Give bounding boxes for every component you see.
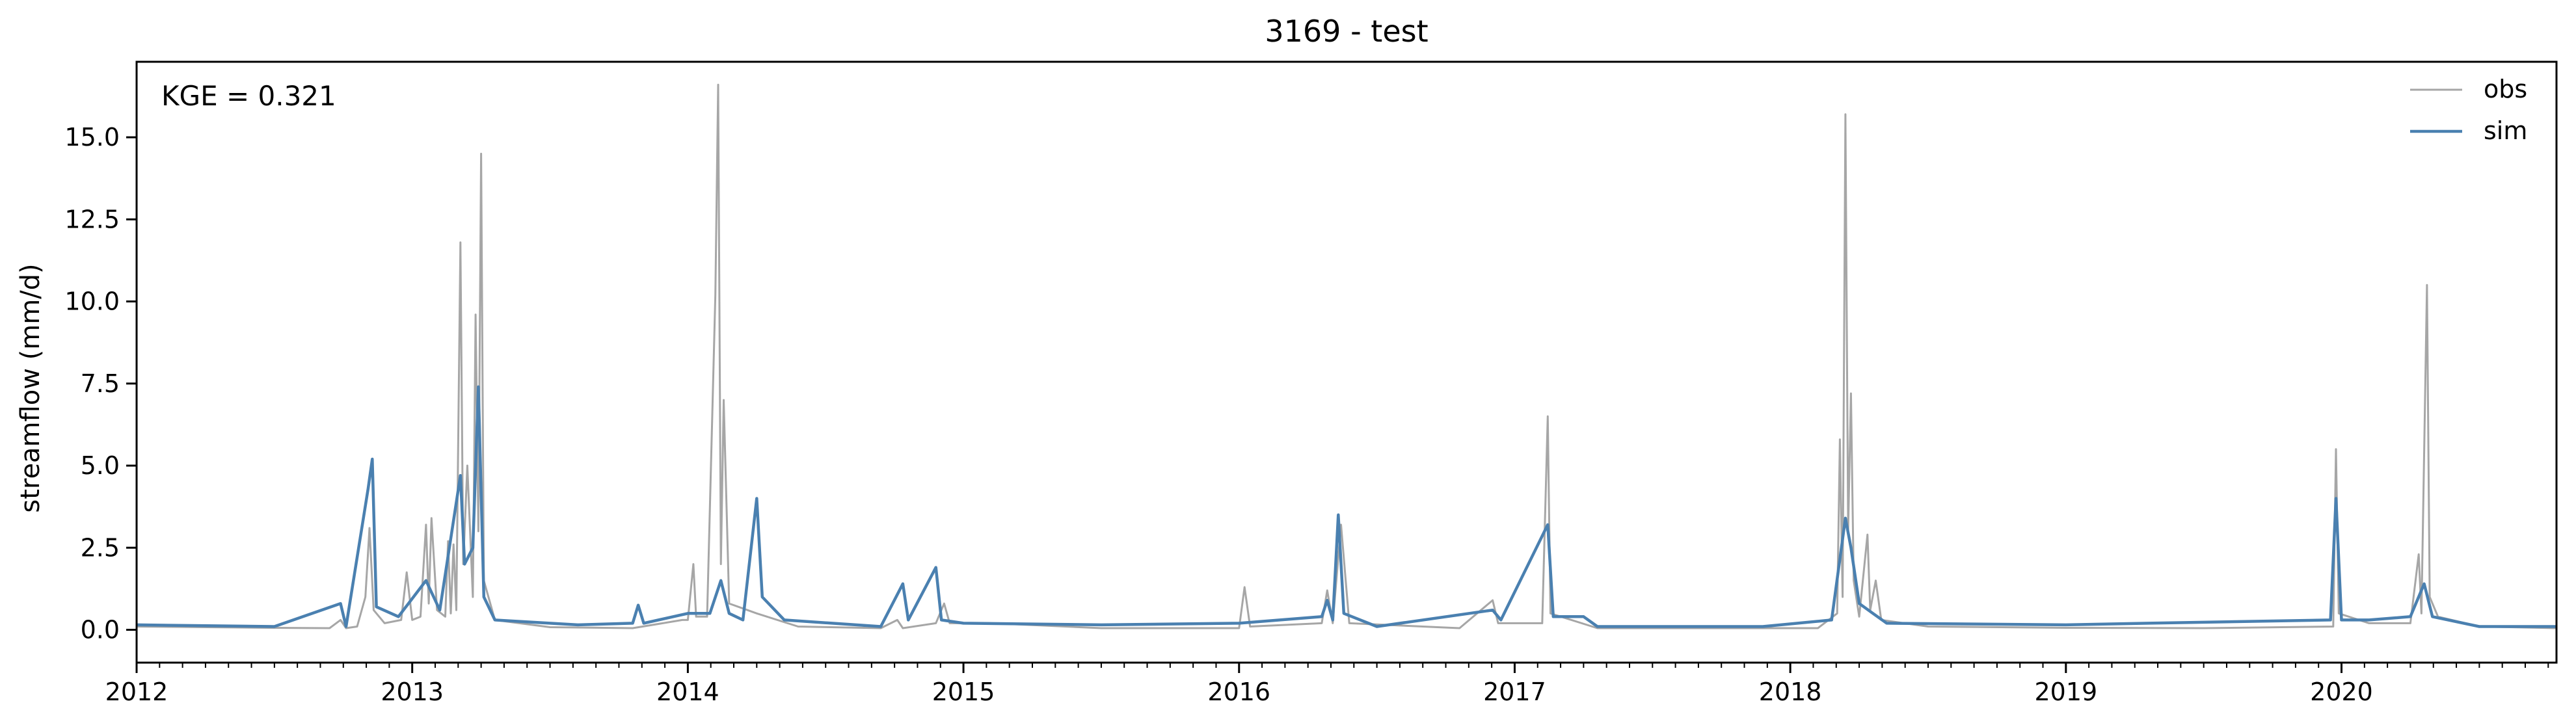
series-line-sim <box>137 385 2556 628</box>
y-tick-label: 7.5 <box>81 369 120 398</box>
y-axis: 0.0 2.5 5.0 7.5 10.0 12.5 15.0 <box>64 123 137 644</box>
x-tick-label: 2016 <box>1207 678 1270 706</box>
x-tick-label: 2020 <box>2310 678 2373 706</box>
x-tick-label: 2014 <box>656 678 719 706</box>
y-axis-label: streamflow (mm/d) <box>16 263 46 512</box>
legend: obs sim <box>2410 75 2527 145</box>
chart-title: 3169 - test <box>1265 14 1428 49</box>
y-tick-label: 0.0 <box>81 616 120 644</box>
x-axis: 2012 2013 2014 2015 2016 2017 2018 2019 2020 <box>105 663 2549 706</box>
series-layer <box>137 83 2556 629</box>
x-tick-label: 2013 <box>381 678 444 706</box>
x-tick-label: 2015 <box>932 678 995 706</box>
x-tick-label: 2017 <box>1483 678 1546 706</box>
legend-label-obs: obs <box>2484 75 2527 103</box>
kge-annotation: KGE = 0.321 <box>161 80 336 112</box>
x-tick-label: 2018 <box>1759 678 1822 706</box>
y-tick-label: 10.0 <box>64 287 120 316</box>
x-tick-label: 2012 <box>105 678 168 706</box>
legend-label-sim: sim <box>2484 116 2527 145</box>
y-tick-label: 15.0 <box>64 123 120 152</box>
x-tick-label: 2019 <box>2034 678 2097 706</box>
series-line-obs <box>137 83 2556 629</box>
plot-frame <box>135 60 2558 664</box>
y-tick-label: 2.5 <box>81 533 120 562</box>
y-tick-label: 5.0 <box>81 451 120 480</box>
y-tick-label: 12.5 <box>64 205 120 233</box>
